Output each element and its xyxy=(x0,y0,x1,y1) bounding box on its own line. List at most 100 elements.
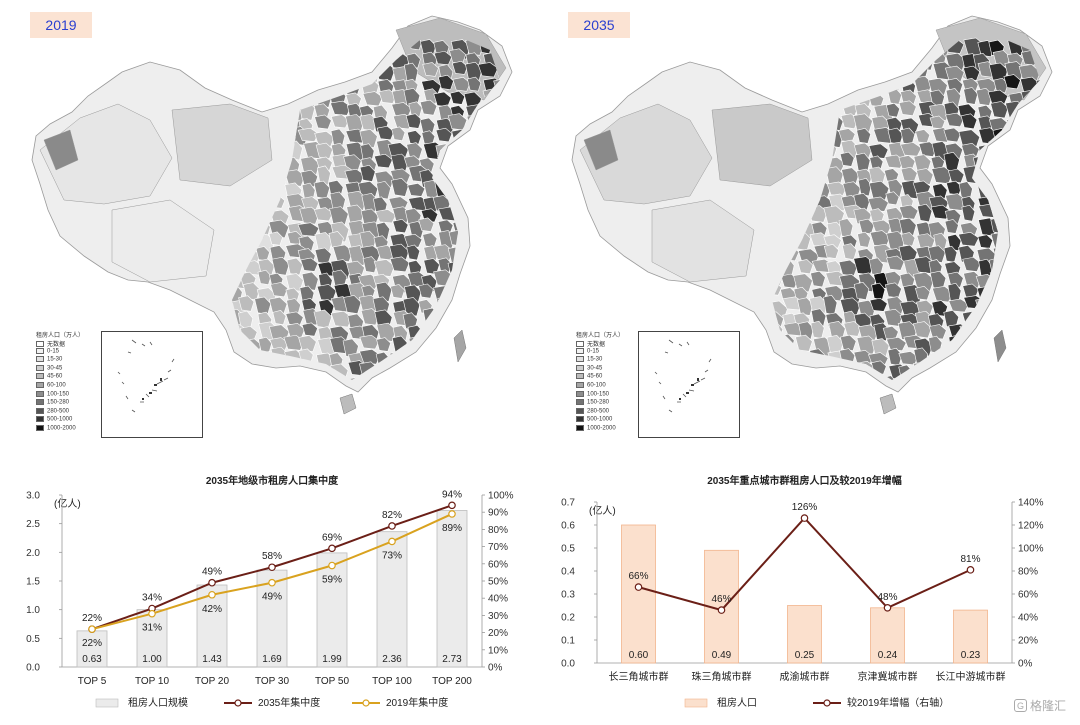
map-prefecture xyxy=(482,336,498,355)
legend-swatch xyxy=(36,341,44,348)
map-prefecture xyxy=(993,77,1009,94)
map-prefecture xyxy=(886,336,907,351)
map-prefecture xyxy=(772,63,783,82)
legend-item: 60-100 xyxy=(576,382,606,389)
map-prefecture xyxy=(1020,193,1038,213)
legend-entry: 较2019年增幅（右轴） xyxy=(813,696,949,709)
map-prefecture xyxy=(466,167,485,182)
map-prefecture xyxy=(825,65,844,83)
map-prefecture xyxy=(958,348,978,366)
map-prefecture xyxy=(422,232,438,248)
legend-item: 45-60 xyxy=(36,373,62,380)
map-prefecture xyxy=(902,49,921,65)
map-prefecture xyxy=(1034,246,1040,264)
map-prefecture xyxy=(944,219,959,234)
map-prefecture xyxy=(297,222,320,237)
bar xyxy=(376,531,408,668)
map-prefecture xyxy=(977,360,993,380)
series-line xyxy=(638,516,971,612)
map-prefecture xyxy=(945,65,965,83)
map-prefecture xyxy=(868,37,890,54)
map-prefecture xyxy=(975,347,995,366)
watermark: G 格隆汇 xyxy=(1013,697,1066,714)
map-prefecture xyxy=(886,255,905,271)
map-prefecture xyxy=(795,64,815,82)
legend-label: 500-1000 xyxy=(47,416,73,423)
map-prefecture xyxy=(496,308,500,324)
map-prefecture xyxy=(301,322,318,337)
legend-label: 15-30 xyxy=(587,356,603,363)
china-map-2035 xyxy=(571,15,1053,415)
legend-title: 租房人口（万人） xyxy=(36,333,85,339)
map-prefecture xyxy=(947,282,962,304)
series-point xyxy=(88,625,96,633)
map-prefecture xyxy=(1037,113,1040,130)
map-prefecture xyxy=(375,209,397,224)
bar xyxy=(621,524,656,664)
map-prefecture xyxy=(329,191,346,212)
legend-label: 60-100 xyxy=(47,382,66,389)
map-prefecture xyxy=(391,126,406,141)
map-prefecture xyxy=(465,271,487,291)
series-point xyxy=(634,583,643,591)
map-prefecture xyxy=(271,256,290,276)
map-prefecture xyxy=(301,196,320,211)
point-value-label: 73% xyxy=(382,550,402,561)
map-prefecture xyxy=(869,208,885,224)
map-prefecture xyxy=(828,37,844,57)
map-prefecture xyxy=(390,178,409,197)
y2-tick-label: 50% xyxy=(488,577,508,588)
map-prefecture xyxy=(301,271,319,291)
y2-tick-label: 140% xyxy=(1018,498,1044,509)
map-prefecture xyxy=(285,273,304,292)
map-prefecture xyxy=(1022,139,1037,155)
map-prefecture xyxy=(1037,300,1040,318)
x-tick-label: TOP 20 xyxy=(195,676,230,687)
map-prefecture xyxy=(269,40,290,61)
x-tick-label: TOP 200 xyxy=(432,676,472,687)
y-tick-label: 0.5 xyxy=(561,544,575,555)
map-prefecture xyxy=(992,300,1009,319)
map-prefecture xyxy=(927,245,946,263)
bar xyxy=(953,609,988,664)
map-prefecture xyxy=(495,364,500,380)
y-axis-label: (亿人) xyxy=(589,504,616,517)
map-prefecture xyxy=(1020,128,1040,145)
series-point xyxy=(448,510,456,518)
map-prefecture xyxy=(494,259,500,280)
map-prefecture xyxy=(481,361,497,378)
point-value-label: 22% xyxy=(82,638,102,649)
map-prefecture xyxy=(313,180,331,199)
map-prefecture xyxy=(423,360,446,376)
bar-value-label: 0.60 xyxy=(629,650,649,661)
map-prefecture xyxy=(943,245,958,263)
map-prefecture xyxy=(1020,219,1036,239)
map-prefecture xyxy=(882,38,902,56)
map-prefecture xyxy=(782,37,797,58)
map-prefecture xyxy=(467,76,482,92)
point-value-label: 31% xyxy=(142,623,162,634)
y2-tick-label: 80% xyxy=(488,525,508,536)
map-prefecture xyxy=(916,373,933,380)
map-prefecture xyxy=(810,320,825,339)
map-prefecture xyxy=(1034,339,1040,359)
legend-item: 0-15 xyxy=(576,347,600,355)
series-point xyxy=(208,578,216,587)
y2-tick-label: 40% xyxy=(488,594,508,605)
map-prefecture xyxy=(916,233,936,251)
map-prefecture xyxy=(1008,260,1025,279)
legend-swatch xyxy=(36,364,44,371)
x-tick-label: TOP 100 xyxy=(372,676,412,687)
map-prefecture xyxy=(973,376,995,380)
legend-label: 60-100 xyxy=(587,382,606,389)
map-prefecture xyxy=(1037,261,1040,280)
y2-tick-label: 100% xyxy=(1018,544,1044,555)
legend-label: 0-15 xyxy=(587,348,600,355)
map-prefecture xyxy=(853,35,875,52)
map-prefecture xyxy=(1035,350,1040,369)
point-value-label: 58% xyxy=(262,551,282,562)
map-prefecture xyxy=(843,321,862,337)
map-prefecture xyxy=(885,102,901,118)
map-prefecture xyxy=(912,180,931,195)
map-prefecture xyxy=(988,62,1009,82)
